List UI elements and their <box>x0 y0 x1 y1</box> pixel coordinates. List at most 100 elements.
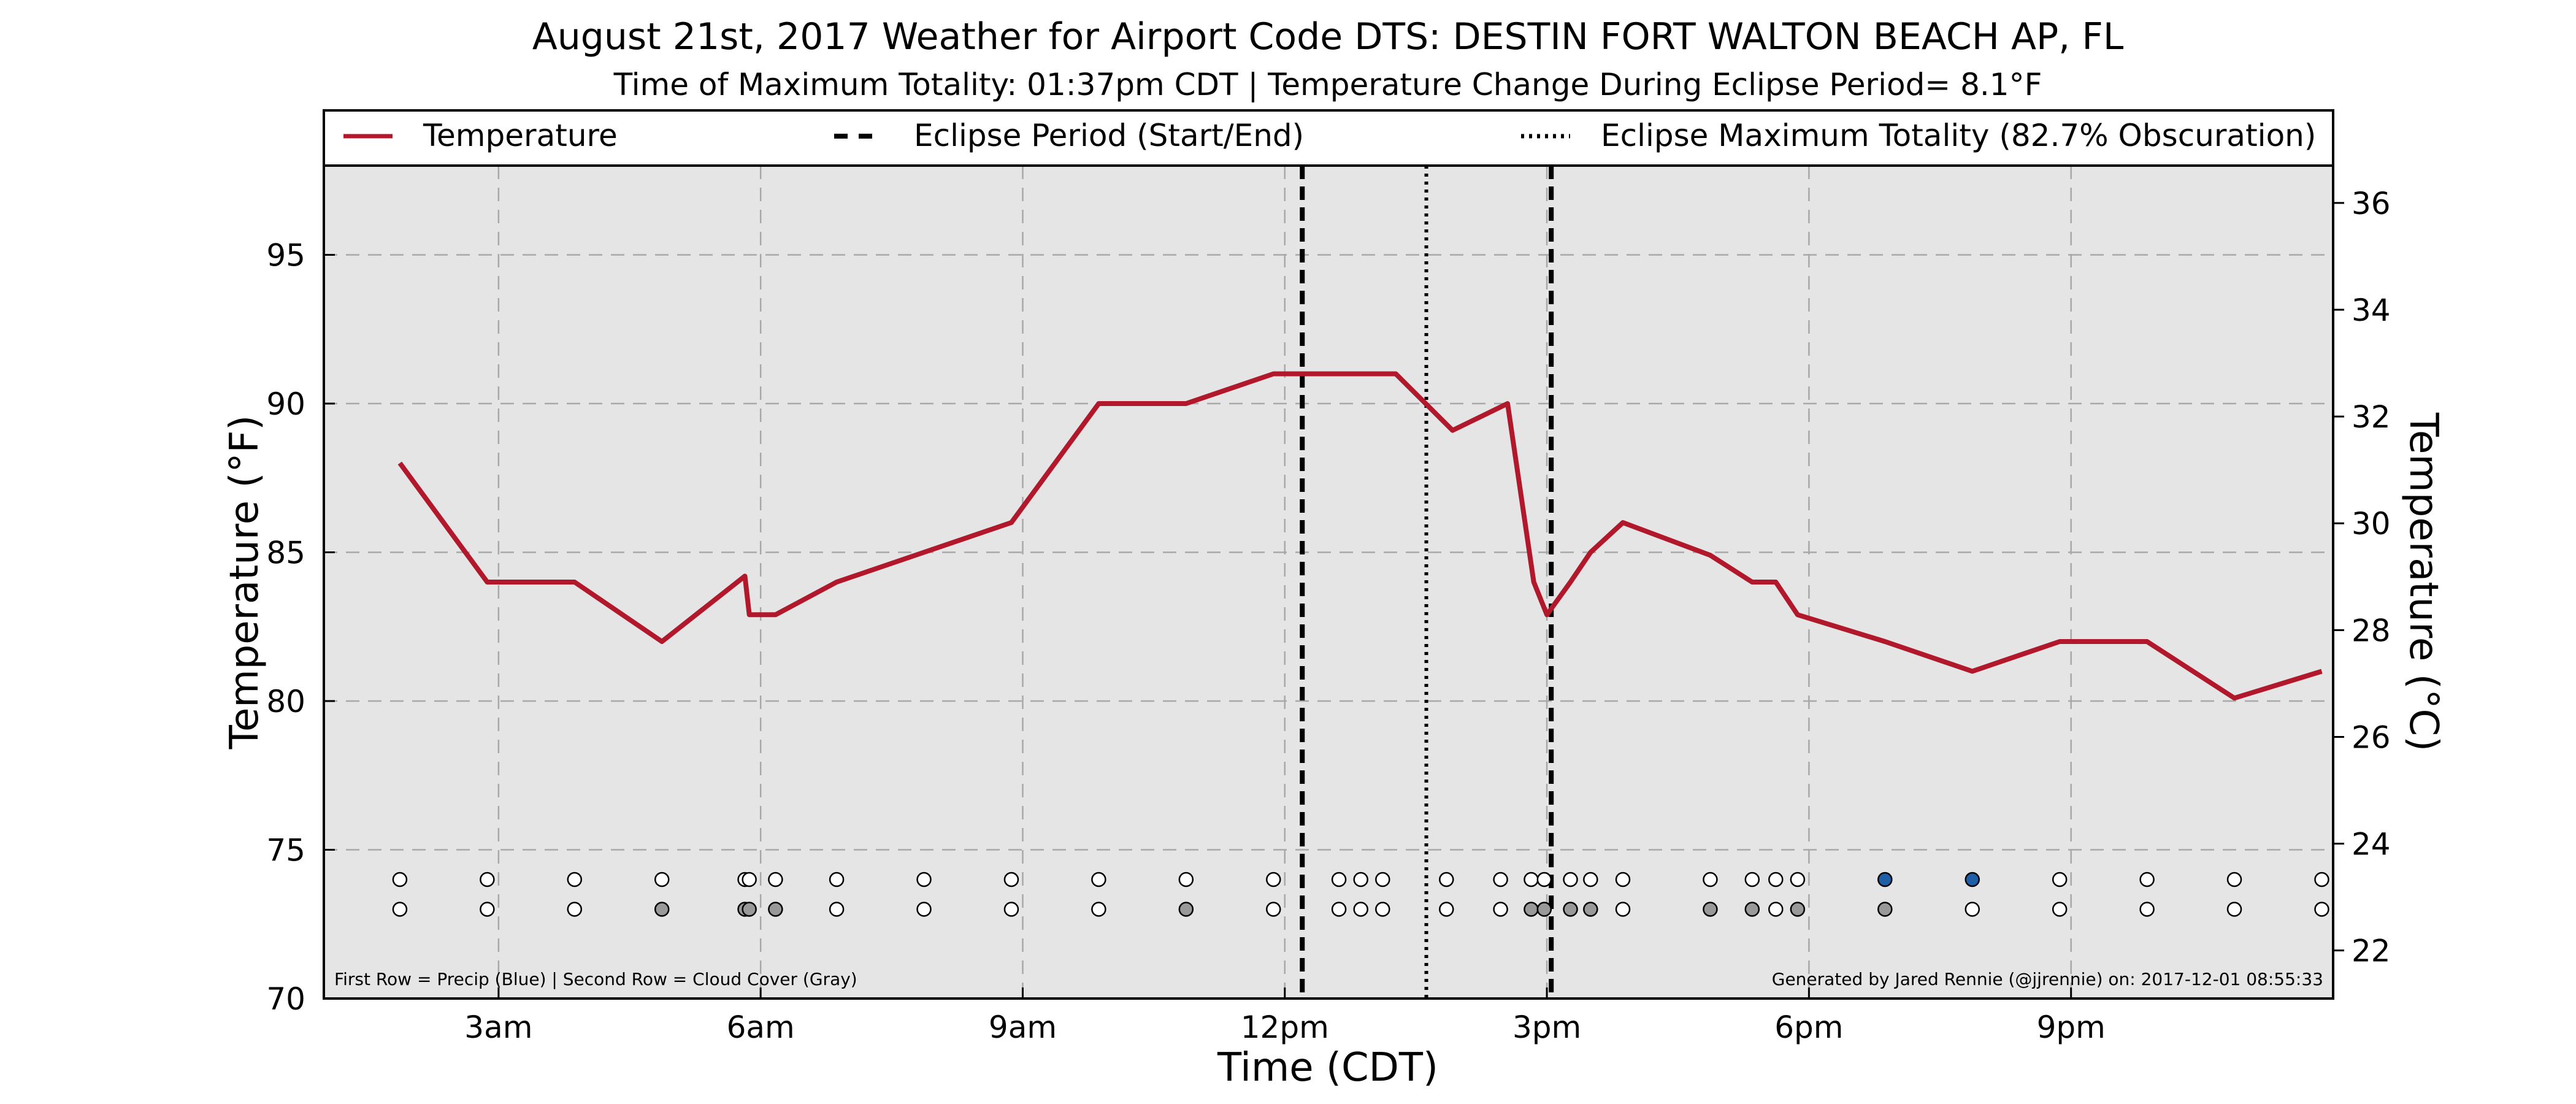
precip-marker <box>480 872 495 887</box>
y-right-tick-label: 34 <box>2352 293 2391 328</box>
y-right-tick-label: 24 <box>2352 827 2391 862</box>
y-axis-label-right: Temperature (°C) <box>2401 412 2446 751</box>
plot-area <box>324 166 2333 999</box>
precip-marker <box>1524 872 1539 887</box>
y-tick-label: 85 <box>266 535 305 571</box>
precip-marker <box>1493 872 1508 887</box>
footnote-right: Generated by Jared Rennie (@jjrennie) on… <box>1772 969 2323 989</box>
y-tick-label: 75 <box>266 833 305 868</box>
cloud-cover-marker <box>1563 902 1578 917</box>
precip-marker <box>742 872 757 887</box>
cloud-cover-marker <box>392 902 408 917</box>
precip-marker <box>1091 872 1106 887</box>
chart-title: August 21st, 2017 Weather for Airport Co… <box>532 15 2124 58</box>
precip-marker <box>916 872 932 887</box>
y-right-tick-label: 26 <box>2352 719 2391 755</box>
precip-marker <box>1003 872 1019 887</box>
plot-background <box>324 166 2333 999</box>
cloud-cover-marker <box>1536 902 1552 917</box>
precip-marker <box>1790 872 1806 887</box>
precip-marker <box>1331 872 1347 887</box>
precip-marker <box>1703 872 1718 887</box>
x-tick-label: 6pm <box>1774 1010 1843 1045</box>
y-right-tick-label: 30 <box>2352 506 2391 542</box>
precip-marker <box>1744 872 1760 887</box>
y-tick-label: 70 <box>266 981 305 1017</box>
precip-marker <box>1877 872 1893 887</box>
y-axis-right: 22 24 26 28 30 32 34 36 <box>2333 186 2391 969</box>
precip-marker <box>2226 872 2242 887</box>
precip-marker <box>1353 872 1368 887</box>
legend: Temperature Eclipse Period (Start/End) E… <box>323 109 2334 167</box>
footnote-left: First Row = Precip (Blue) | Second Row =… <box>334 969 857 989</box>
cloud-cover-marker <box>1178 902 1194 917</box>
precip-marker <box>768 872 783 887</box>
cloud-cover-marker <box>1353 902 1368 917</box>
y-right-tick-label: 28 <box>2352 613 2391 648</box>
x-tick-label: 6am <box>727 1010 795 1045</box>
precip-marker <box>2139 872 2155 887</box>
cloud-cover-marker <box>1493 902 1508 917</box>
x-tick-label: 3pm <box>1512 1010 1581 1045</box>
precip-marker <box>829 872 845 887</box>
x-tick-label: 3am <box>464 1010 532 1045</box>
y-axis-left: 70 75 80 85 90 95 <box>266 238 335 1017</box>
series-layer <box>397 371 2323 701</box>
x-tick-label: 9am <box>989 1010 1057 1045</box>
x-tick-label: 9pm <box>2037 1010 2106 1045</box>
cloud-cover-marker <box>1583 902 1598 917</box>
x-axis-label: Time (CDT) <box>1217 1045 1438 1091</box>
y-tick-label: 90 <box>266 386 305 422</box>
cloud-cover-marker <box>1965 902 1980 917</box>
cloud-cover-marker <box>742 902 757 917</box>
eclipse-lines <box>1300 166 1554 999</box>
legend-label-eclipse-period: Eclipse Period (Start/End) <box>914 118 1304 153</box>
precip-marker <box>2052 872 2068 887</box>
chart-subtitle: Time of Maximum Totality: 01:37pm CDT | … <box>613 67 2042 102</box>
legend-label-eclipse-max: Eclipse Maximum Totality (82.7% Obscurat… <box>1601 118 2316 153</box>
cloud-cover-marker <box>1768 902 1784 917</box>
cloud-cover-marker <box>1790 902 1806 917</box>
cloud-cover-marker <box>654 902 670 917</box>
marker-layer <box>392 872 2329 917</box>
y-right-tick-label: 36 <box>2352 186 2391 221</box>
y-right-tick-label: 22 <box>2352 933 2391 969</box>
y-tick-label: 80 <box>266 684 305 719</box>
cloud-cover-marker <box>1331 902 1347 917</box>
cloud-cover-marker <box>567 902 583 917</box>
cloud-cover-marker <box>1524 902 1539 917</box>
cloud-cover-marker <box>916 902 932 917</box>
precip-marker <box>654 872 670 887</box>
cloud-cover-marker <box>2226 902 2242 917</box>
precip-marker <box>1178 872 1194 887</box>
legend-box <box>323 109 2334 167</box>
cloud-cover-marker <box>1744 902 1760 917</box>
precip-marker <box>567 872 583 887</box>
y-tick-label: 95 <box>266 238 305 274</box>
legend-label-temperature: Temperature <box>423 118 618 153</box>
cloud-cover-marker <box>2314 902 2329 917</box>
cloud-cover-marker <box>1003 902 1019 917</box>
y-right-tick-label: 32 <box>2352 399 2391 435</box>
cloud-cover-marker <box>1703 902 1718 917</box>
x-tick-label: 12pm <box>1241 1010 1329 1045</box>
precip-marker <box>1768 872 1784 887</box>
precip-marker <box>1965 872 1980 887</box>
precip-marker <box>392 872 408 887</box>
cloud-cover-marker <box>480 902 495 917</box>
precip-marker <box>1266 872 1281 887</box>
cloud-cover-marker <box>2052 902 2068 917</box>
cloud-cover-marker <box>1091 902 1106 917</box>
cloud-cover-marker <box>1375 902 1390 917</box>
precip-marker <box>1439 872 1454 887</box>
temperature-line <box>397 371 2323 701</box>
precip-marker <box>1563 872 1578 887</box>
precip-marker <box>1375 872 1390 887</box>
cloud-cover-marker <box>2139 902 2155 917</box>
cloud-cover-marker <box>1877 902 1893 917</box>
precip-marker <box>1583 872 1598 887</box>
y-axis-label-left: Temperature (°F) <box>222 415 267 750</box>
precip-marker <box>1615 872 1631 887</box>
cloud-cover-marker <box>1266 902 1281 917</box>
